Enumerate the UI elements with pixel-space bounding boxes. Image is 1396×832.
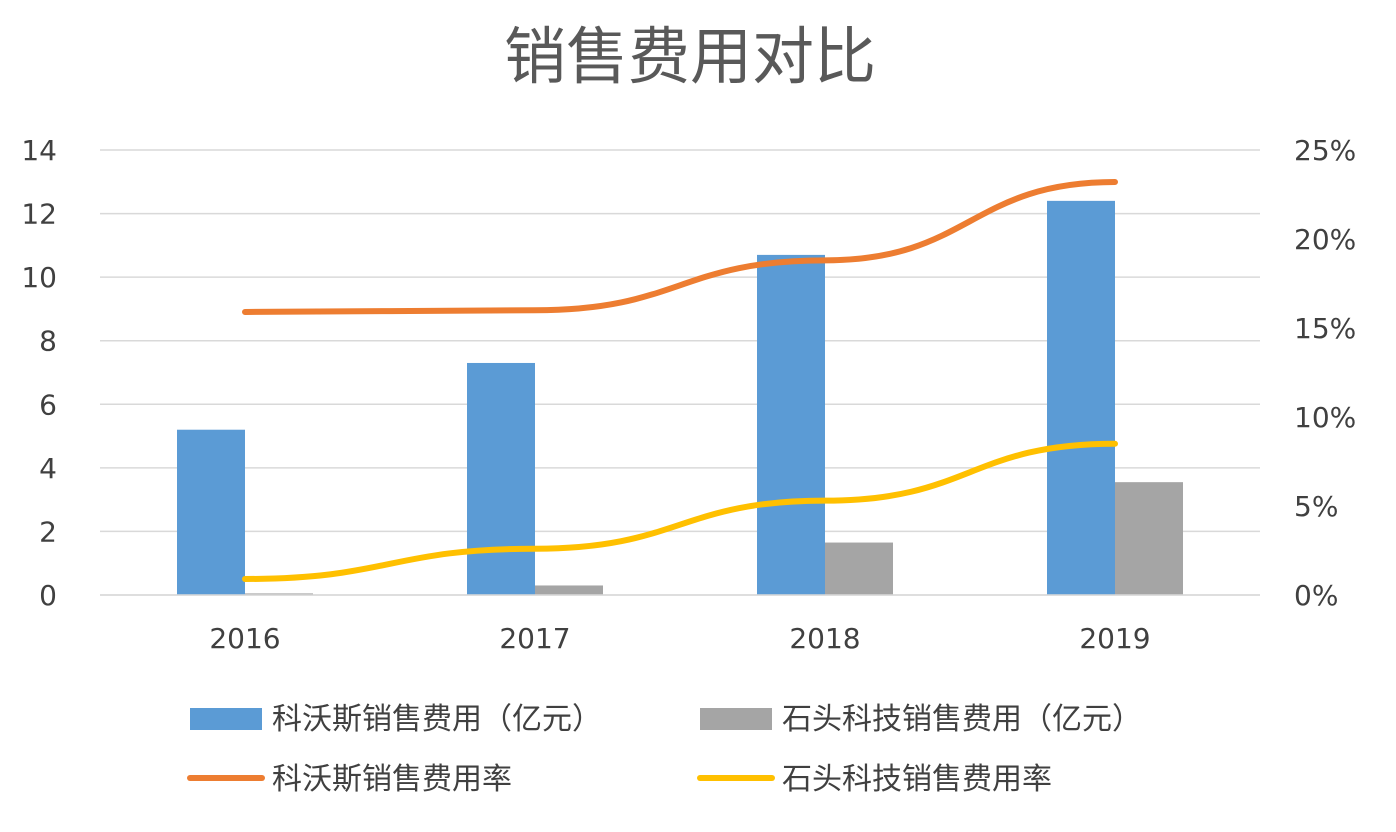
legend-label: 石头科技销售费用率 (782, 762, 1052, 797)
right-axis: 0% 5% 10% 15% 20% 25% (1294, 134, 1356, 612)
left-tick-label: 0 (39, 579, 57, 612)
legend-label: 科沃斯销售费用率 (272, 762, 512, 797)
bar (757, 254, 825, 595)
legend-swatch (700, 708, 772, 730)
bar (467, 362, 535, 595)
legend-label: 石头科技销售费用（亿元） (782, 702, 1142, 737)
lines (242, 179, 1118, 582)
x-axis: 2016 2017 2018 2019 (100, 594, 1260, 655)
legend-label: 科沃斯销售费用（亿元） (272, 702, 602, 737)
right-tick-label: 20% (1294, 223, 1356, 256)
chart-title: 销售费用对比 (504, 20, 876, 93)
left-tick-label: 14 (21, 134, 57, 167)
legend: 科沃斯销售费用（亿元） 石头科技销售费用（亿元） 科沃斯销售费用率 石头科技销售费用率 (187, 702, 1142, 797)
series-line (242, 179, 1118, 315)
left-tick-label: 12 (21, 198, 57, 231)
right-tick-label: 15% (1294, 312, 1356, 345)
right-tick-label: 5% (1294, 490, 1338, 523)
left-tick-label: 8 (39, 325, 57, 358)
gridlines (100, 149, 1260, 596)
x-tick-label: 2018 (789, 622, 860, 655)
x-tick-label: 2016 (209, 622, 280, 655)
bar (245, 593, 313, 595)
left-tick-label: 10 (21, 261, 57, 294)
left-axis: 0 2 4 6 8 10 12 14 (21, 134, 57, 612)
series-line (242, 440, 1118, 582)
x-tick-label: 2017 (499, 622, 570, 655)
bars (177, 200, 1183, 595)
bar (1115, 482, 1183, 595)
left-tick-label: 4 (39, 452, 57, 485)
right-tick-label: 0% (1294, 579, 1338, 612)
left-tick-label: 6 (39, 388, 57, 421)
right-tick-label: 10% (1294, 401, 1356, 434)
left-tick-label: 2 (39, 515, 57, 548)
legend-swatch (190, 708, 262, 730)
right-tick-label: 25% (1294, 134, 1356, 167)
bar (177, 429, 245, 595)
bar (1047, 200, 1115, 595)
bar (825, 542, 893, 595)
bar (535, 585, 603, 595)
x-tick-label: 2019 (1079, 622, 1150, 655)
